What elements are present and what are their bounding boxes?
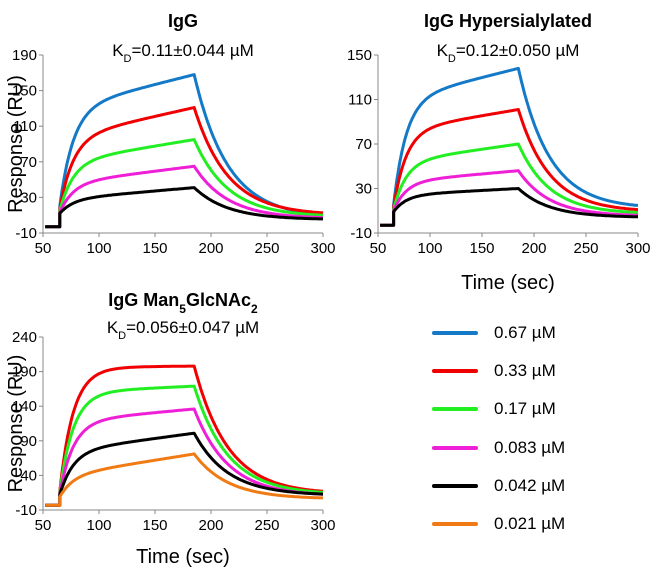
kd-annotation: KD=0.11±0.044 µM [112,41,254,65]
legend-label: 0.083 µM [494,437,566,457]
y-tick-label: 190 [12,364,37,381]
x-tick-label: 250 [254,240,279,257]
legend-swatch [432,522,478,527]
y-tick-label: 150 [347,47,372,64]
kd-subscript: D [124,53,132,65]
x-tick-label: 300 [310,517,335,534]
x-tick-label: 150 [142,517,167,534]
legend-item: 0.042 µM [432,467,642,505]
x-tick-label: 250 [573,240,598,257]
legend-item: 0.083 µM [432,429,642,467]
legend-item: 0.17 µM [432,390,642,428]
x-tick-label: 300 [310,240,335,257]
title-subscript: 2 [251,302,258,316]
chart-panel-2: IgG Hypersialylated KD=0.12±0.050 µM -10 30… [347,11,651,294]
x-axis-label: Time (sec) [461,272,555,294]
x-tick-label: 100 [417,240,442,257]
y-tick-label: 30 [20,189,37,206]
series-line-0_67-uM [44,73,324,229]
kd-annotation: KD=0.056±0.047 µM [107,318,259,342]
x-axis-label: Time (sec) [136,546,230,568]
series-line-0_042-uM [44,186,324,229]
chart-panel-1: IgG KD=0.11±0.044 µM -10 30 70 110 150 190 50 100… [5,11,336,257]
y-axis-label: Response (RU) [5,75,27,213]
x-tick-label: 200 [198,240,223,257]
legend-item: 0.33 µM [432,352,642,390]
kd-value: =0.12±0.050 µM [456,41,580,60]
series-line-0_33-uM [44,364,324,507]
legend-swatch [432,369,478,374]
series-line-0_17-uM [44,138,324,229]
x-tick-label: 100 [86,240,111,257]
chart-legend: 0.67 µM 0.33 µM 0.17 µM 0.083 µM 0.042 µM 0.0… [432,314,642,543]
legend-label: 0.67 µM [494,323,556,343]
y-tick-label: 30 [355,181,372,198]
x-tick-label: 300 [625,240,650,257]
series-line-0_17-uM [44,384,324,507]
y-tick-label: 90 [20,433,37,450]
y-tick-label: 110 [348,92,372,109]
kd-subscript: D [118,330,126,342]
legend-item: 0.021 µM [432,505,642,543]
title-text: IgG Man [108,290,179,310]
kd-subscript: D [448,53,456,65]
x-tick-label: 50 [35,240,52,257]
x-tick-label: 200 [521,240,546,257]
y-tick-label: 140 [12,398,37,415]
legend-label: 0.021 µM [494,514,566,534]
x-tick-label: 150 [142,240,167,257]
series-line-0_33-uM [44,106,324,229]
kd-annotation: KD=0.12±0.050 µM [437,41,580,65]
x-tick-label: 50 [370,240,387,257]
series-line-0_67-uM [379,66,639,227]
kd-value: =0.056±0.047 µM [126,318,259,337]
x-tick-label: 100 [86,517,111,534]
kd-symbol: K [112,41,124,60]
kd-symbol: K [107,318,119,337]
chart-title: IgG Hypersialylated [424,11,592,31]
legend-swatch [432,331,478,336]
x-tick-label: 250 [254,517,279,534]
legend-item: 0.67 µM [432,314,642,352]
y-tick-label: 70 [20,154,37,171]
y-axis-label: Response (RU) [5,355,27,493]
x-tick-label: 200 [198,517,223,534]
legend-label: 0.33 µM [494,361,556,381]
series-line-0_083-uM [44,164,324,229]
x-tick-label: 50 [35,517,52,534]
title-text: GlcNAc [186,290,251,310]
y-tick-label: -10 [15,502,37,519]
x-tick-label: 150 [469,240,494,257]
series-line-0_083-uM [379,169,639,227]
y-tick-label: 70 [355,136,372,153]
legend-swatch [432,445,478,450]
kd-value: =0.11±0.044 µM [131,41,253,60]
series-line-0_021-uM [44,452,324,507]
y-tick-label: 40 [20,467,37,484]
series-line-0_33-uM [379,108,639,227]
series-line-0_042-uM [44,431,324,507]
legend-label: 0.17 µM [494,399,556,419]
legend-swatch [432,407,478,412]
y-tick-label: -10 [350,225,372,242]
kd-symbol: K [437,41,449,60]
y-tick-label: 190 [12,47,37,64]
legend-label: 0.042 µM [494,475,566,495]
legend-swatch [432,483,478,488]
series-line-0_17-uM [379,142,639,227]
y-tick-label: 240 [12,329,37,346]
y-tick-label: 110 [13,118,37,135]
title-subscript: 5 [179,302,186,316]
y-tick-label: 150 [12,83,37,100]
series-line-0_042-uM [379,187,639,227]
y-tick-label: -10 [15,225,37,242]
chart-title: IgG [168,11,198,31]
chart-title: IgG Man5GlcNAc2 [108,290,258,316]
